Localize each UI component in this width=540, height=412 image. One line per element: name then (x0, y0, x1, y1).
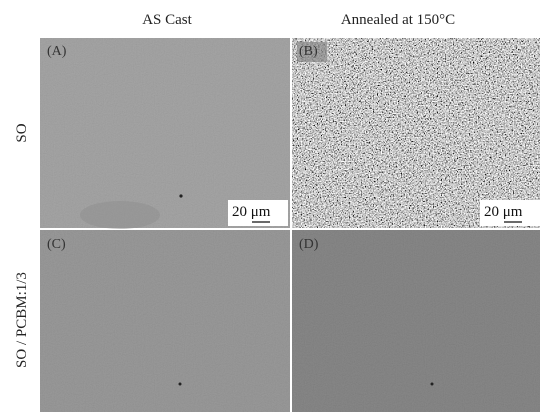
micrograph-texture (292, 230, 540, 412)
particle (179, 383, 182, 386)
micrograph (292, 38, 540, 228)
micrograph-texture (40, 230, 290, 412)
scale-bar-label: 20 μm (232, 204, 271, 220)
panel: (D) (292, 230, 540, 412)
panel: (C) (40, 230, 290, 412)
panel-label: (B) (299, 44, 318, 59)
figure: AS Cast Annealed at 150°C SO SO / PCBM:1… (0, 0, 540, 412)
panel-label: (D) (299, 237, 319, 252)
panel-label: (C) (47, 237, 66, 252)
row-label: SO (14, 123, 30, 142)
panel: (A) 20 μm (40, 38, 290, 229)
column-header: Annealed at 150°C (341, 12, 455, 28)
particle (179, 194, 182, 197)
shadow (80, 201, 160, 229)
panel: (B) 20 μm (292, 38, 540, 228)
scale-bar-label: 20 μm (484, 204, 523, 220)
micrograph-texture (40, 38, 290, 228)
particle (431, 383, 434, 386)
panel-label: (A) (47, 44, 67, 59)
row-label: SO / PCBM:1/3 (14, 272, 30, 368)
column-header: AS Cast (142, 12, 192, 28)
